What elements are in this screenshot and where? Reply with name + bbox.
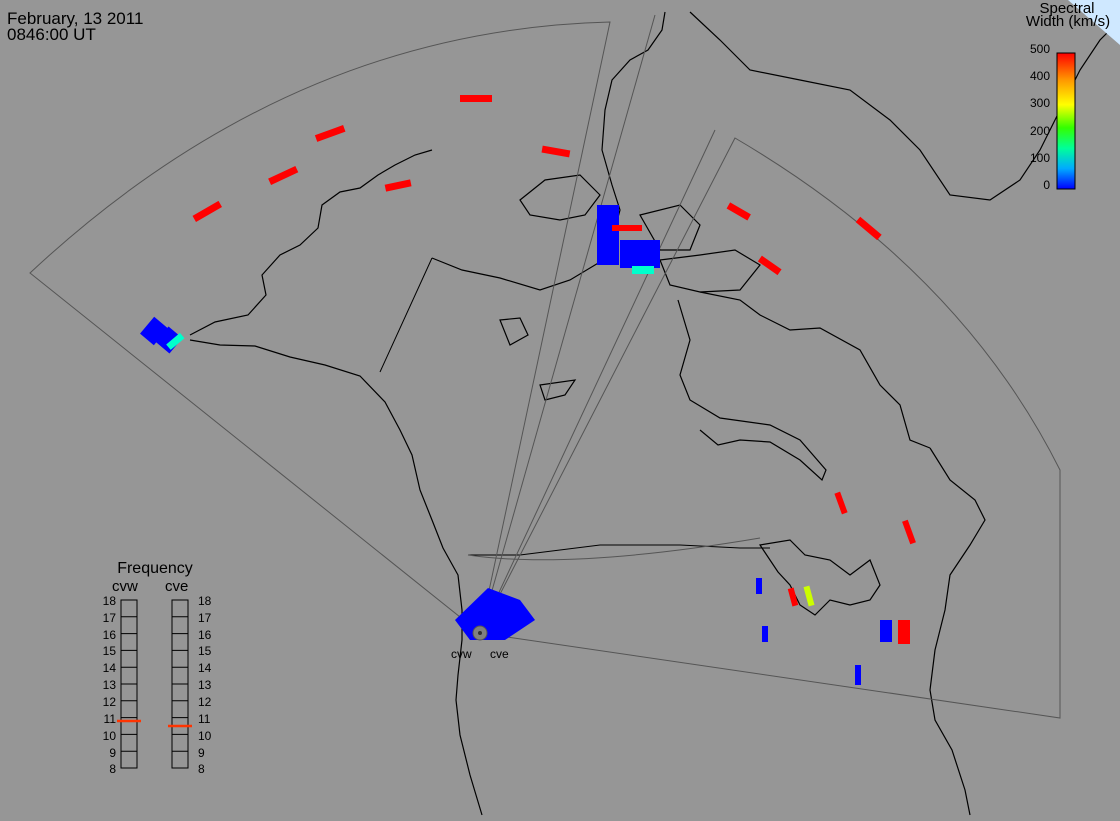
colorbar-tick: 0 xyxy=(1043,178,1050,192)
coastline-atlantic xyxy=(929,447,986,816)
fov-ne-beam xyxy=(479,129,716,634)
freq-tick: 17 xyxy=(102,611,116,625)
freq-tick: 16 xyxy=(102,628,116,642)
coastline-hudson-bay xyxy=(677,299,827,482)
fov-nw-beam xyxy=(479,14,656,634)
latitude-circle xyxy=(467,537,761,561)
cvw-scale-label: cvw xyxy=(112,578,138,595)
freq-tick: 15 xyxy=(198,644,212,658)
freq-tick: 9 xyxy=(109,746,116,760)
colorbar-swatch xyxy=(1056,52,1076,190)
colorbar-tick: 500 xyxy=(1029,42,1050,56)
freq-tick: 13 xyxy=(102,678,116,692)
coastline-greenland xyxy=(689,11,1119,201)
time-label: 0846:00 UT xyxy=(7,25,96,44)
freq-tick: 15 xyxy=(102,644,116,658)
freq-tick: 18 xyxy=(102,594,116,608)
coastline-islands xyxy=(499,174,761,401)
freq-tick: 12 xyxy=(102,695,116,709)
border-us-canada xyxy=(468,544,770,556)
colorbar-tick: 400 xyxy=(1029,69,1050,83)
freq-tick: 10 xyxy=(198,729,212,743)
freq-tick: 11 xyxy=(198,712,211,726)
fov-west-outline xyxy=(29,21,611,634)
coastline-alaska xyxy=(189,149,433,336)
frequency-title: Frequency xyxy=(117,560,193,577)
colorbar-title-line2: Width (km/s) xyxy=(1025,13,1111,30)
radar-backscatter xyxy=(140,95,916,685)
freq-tick: 18 xyxy=(198,594,212,608)
date-label: February, 13 2011 xyxy=(7,9,144,28)
freq-tick: 13 xyxy=(198,678,212,692)
freq-tick: 14 xyxy=(102,661,116,675)
freq-tick: 12 xyxy=(198,695,212,709)
colorbar-tick: 300 xyxy=(1029,96,1050,110)
freq-tick: 16 xyxy=(198,628,212,642)
freq-tick: 11 xyxy=(103,712,116,726)
colorbar-title-line1: Spectral xyxy=(1039,0,1095,17)
colorbar-tick: 200 xyxy=(1029,124,1050,138)
freq-tick: 9 xyxy=(198,746,205,760)
coastline-arctic xyxy=(431,11,666,291)
freq-tick: 17 xyxy=(198,611,212,625)
border-alaska-canada xyxy=(379,257,433,373)
cve-scale-label: cve xyxy=(165,578,189,595)
colorbar-corner xyxy=(1068,0,1120,45)
radar-label-cvw: cvw xyxy=(451,647,472,661)
colorbar-tick: 100 xyxy=(1029,151,1050,165)
radar-label-cve: cve xyxy=(490,647,509,661)
freq-tick: 8 xyxy=(198,762,205,776)
frequency-scales xyxy=(120,599,189,769)
freq-tick: 8 xyxy=(109,762,116,776)
coastline-great-lakes xyxy=(758,539,881,616)
coastline-labrador xyxy=(699,291,931,449)
freq-tick: 14 xyxy=(198,661,212,675)
coastline-pacific xyxy=(189,339,483,816)
freq-tick: 10 xyxy=(102,729,116,743)
